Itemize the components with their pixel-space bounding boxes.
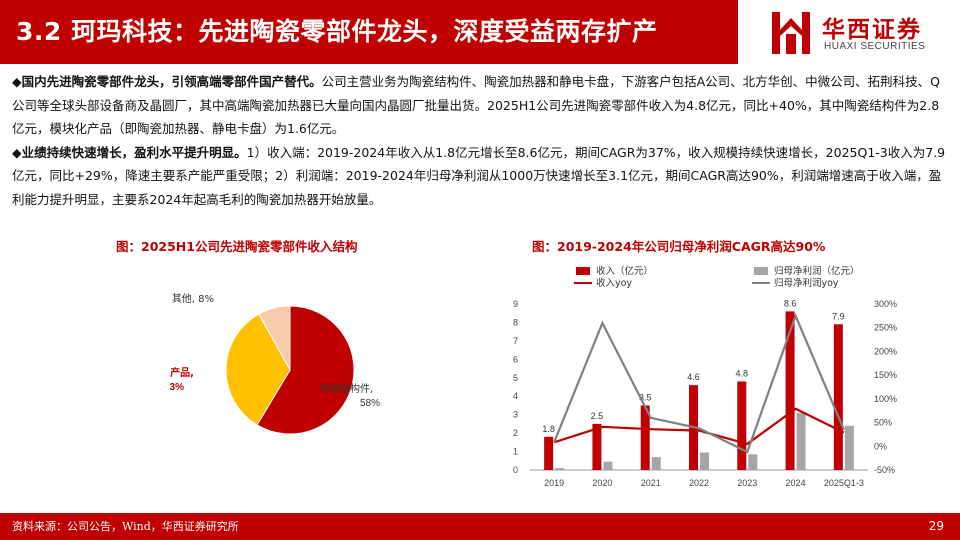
pie-chart-title: 图：2025H1公司先进陶瓷零部件收入结构 [116, 239, 358, 254]
paragraph-performance-text: 1）收入端：2019-2024年收入从1.8亿元增长至8.6亿元，期间CAGR为… [12, 144, 946, 207]
profit-bar [796, 412, 806, 470]
logo-english-name: HUAXI SECURITIES [824, 41, 926, 52]
pie-slice [256, 305, 355, 435]
x-axis-tick: 2021 [641, 478, 661, 488]
pie-slice-label: 模块化产品, [170, 366, 194, 379]
left-axis-tick: 8 [513, 317, 518, 327]
pie-slice [258, 305, 291, 372]
revenue-bar [833, 324, 843, 470]
x-axis-tick: 2019 [544, 478, 564, 488]
revenue-bar [592, 423, 602, 470]
bar-chart: 收入（亿元） 归母净利润（亿元） 收入yoy 归母净利润yoy 0 1 2 3 4 5 6 7 8 9 -5… [513, 265, 897, 488]
pie-slice-label: 陶瓷结构件, [320, 382, 373, 395]
revenue-bar [785, 311, 795, 470]
legend-swatch [754, 267, 768, 275]
logo-chinese-name: 华西证券 [822, 17, 922, 43]
x-axis-tick: 2024 [786, 478, 806, 488]
profit-bar [603, 461, 613, 470]
company-logo: 华西证券 HUAXI SECURITIES [770, 8, 950, 58]
paragraph-business-heading: ◆国内先进陶瓷零部件龙头，引领高端零部件国产替代。 [12, 74, 322, 89]
legend-label: 归母净利润（亿元） [774, 265, 860, 277]
huaxi-logo-icon [772, 12, 810, 54]
x-axis-tick: 2025Q1-3 [824, 478, 864, 488]
pie-chart: 陶瓷结构件, 58% 模块化产品, 33% 其他, 8% [170, 292, 380, 435]
revenue-bar [544, 436, 554, 470]
profit-bar [748, 454, 758, 470]
pie-slice-value: 33% [170, 382, 184, 393]
profit-bar [700, 452, 709, 470]
right-axis-tick: -50% [874, 465, 895, 475]
revenue-bar-label: 7.9 [832, 311, 845, 321]
revenue-bar [737, 381, 747, 470]
revenue-bar-label: 4.8 [736, 368, 749, 378]
legend-label: 归母净利润yoy [774, 277, 839, 289]
revenue-bar-label: 4.6 [687, 372, 700, 382]
right-axis-tick: 0% [874, 441, 887, 451]
left-axis-tick: 7 [513, 336, 518, 346]
paragraph-business-text: 公司主营业务为陶瓷结构件、陶瓷加热器和静电卡盘，下游客户包括A公司、北方华创、中… [12, 74, 941, 136]
left-axis-tick: 3 [513, 410, 518, 420]
left-axis-tick: 5 [513, 373, 518, 383]
footer-source: 资料来源：公司公告，Wind，华西证券研究所 [12, 520, 239, 533]
pie-slice-value: 58% [360, 398, 380, 409]
page-number: 29 [928, 519, 944, 533]
revenue-bar-label: 8.6 [784, 298, 797, 308]
paragraph-performance-heading: ◆业绩持续快速增长，盈利水平提升明显。 [12, 144, 247, 160]
pie-slice-label: 其他, 8% [172, 292, 214, 305]
x-axis-tick: 2023 [737, 478, 757, 488]
bar-chart-title: 图：2019-2024年公司归母净利润CAGR高达90% [532, 239, 826, 254]
right-axis-tick: 250% [874, 323, 897, 333]
revenue-bar-label: 1.8 [542, 424, 555, 434]
x-axis-tick: 2020 [592, 478, 612, 488]
profit-bar [651, 457, 661, 470]
profit-bar [844, 425, 854, 470]
footer-bar: 资料来源：公司公告，Wind，华西证券研究所 29 [0, 513, 960, 540]
legend-label: 收入（亿元） [596, 265, 653, 277]
x-axis-tick: 2022 [689, 478, 709, 488]
right-axis-tick: 300% [874, 299, 897, 309]
paragraph-business: ◆国内先进陶瓷零部件龙头，引领高端零部件国产替代。公司主营业务为陶瓷结构件、陶瓷… [12, 70, 948, 141]
paragraph-performance: ◆业绩持续快速增长，盈利水平提升明显。1）收入端：2019-2024年收入从1.… [12, 141, 948, 212]
revenue-bar [640, 405, 650, 470]
left-axis-tick: 2 [513, 428, 518, 438]
page-title: 3.2 珂玛科技：先进陶瓷零部件龙头，深度受益两存扩产 [16, 17, 658, 46]
right-axis-tick: 150% [874, 370, 897, 380]
profit-bar [555, 468, 565, 470]
title-bar: 3.2 珂玛科技：先进陶瓷零部件龙头，深度受益两存扩产 [0, 0, 738, 64]
revenue-bar-label: 3.5 [639, 392, 652, 402]
legend-swatch [576, 267, 590, 275]
profit-yoy-line [553, 312, 845, 454]
revenue-yoy-line [553, 407, 845, 446]
right-axis-tick: 100% [874, 394, 897, 404]
left-axis-tick: 4 [513, 391, 518, 401]
right-axis-tick: 50% [874, 418, 892, 428]
left-axis-tick: 6 [513, 354, 518, 364]
left-axis-tick: 9 [513, 299, 518, 309]
left-axis-tick: 0 [513, 465, 518, 475]
body-text: ◆国内先进陶瓷零部件龙头，引领高端零部件国产替代。公司主营业务为陶瓷结构件、陶瓷… [12, 70, 948, 211]
left-axis-tick: 1 [513, 447, 518, 457]
legend-label: 收入yoy [596, 277, 632, 289]
right-axis-tick: 200% [874, 346, 897, 356]
revenue-bar-label: 2.5 [591, 411, 604, 421]
